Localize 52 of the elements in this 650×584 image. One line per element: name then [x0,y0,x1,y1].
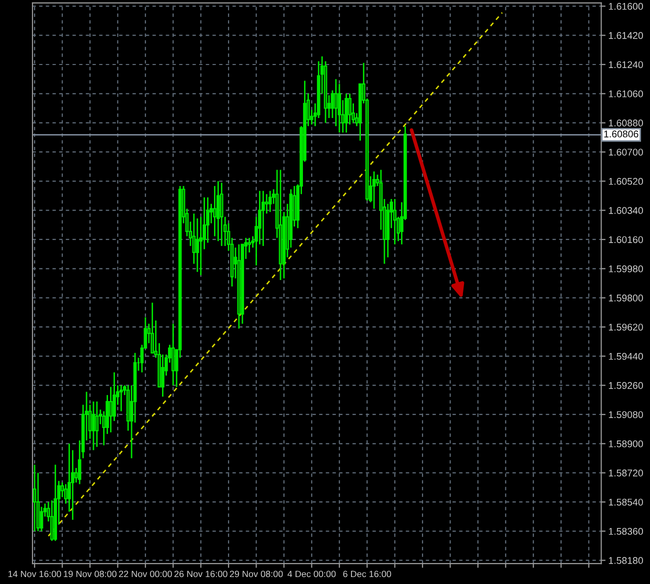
y-tick-label: 1.58540 [608,498,643,506]
y-tick-label: 1.58180 [608,557,643,564]
candlestick [216,180,220,242]
candlestick [264,193,268,214]
y-tick-label: 1.61240 [608,61,643,68]
y-tick-label: 1.59080 [608,411,643,418]
candlestick [213,185,216,237]
candlestick [268,190,272,213]
y-tick-label: 1.60160 [608,236,643,244]
y-tick-label: 1.61420 [608,32,643,39]
candlestick [338,83,342,134]
y-tick-label: 1.59440 [608,352,643,360]
candlestick [330,90,334,119]
y-tick-label: 1.58360 [608,528,643,535]
x-tick-label: 4 Dec 00:00 [288,570,336,578]
y-tick-label: 1.58900 [608,440,643,448]
y-tick-label: 1.59620 [608,324,643,331]
y-tick-label: 1.60700 [608,148,643,156]
candlestick [348,92,352,126]
candlestick [262,190,265,247]
candlestick [393,198,396,246]
y-tick-label: 1.61060 [608,90,643,98]
candlestick [64,483,68,504]
y-tick-label: 1.60880 [608,120,643,126]
x-tick-label: 29 Nov 08:00 [230,570,283,578]
candlestick [161,354,164,398]
x-tick-label: 26 Nov 16:00 [174,570,228,578]
candlestick [150,302,154,354]
candlestick [334,78,338,127]
candlestick [196,218,200,273]
candlestick [92,400,96,451]
candlestick [32,464,36,532]
x-tick-label: 14 Nov 16:00 [8,570,62,578]
candlestick [109,386,112,434]
candlestick [50,500,54,542]
candlestick [220,182,224,247]
x-tick-label: 6 Dec 16:00 [343,570,392,578]
candlestick [120,384,123,412]
x-tick-label: 19 Nov 08:00 [64,570,116,578]
y-tick-label: 1.61600 [608,2,643,10]
y-tick-label: 1.58720 [608,470,643,476]
y-tick-label: 1.60520 [608,178,643,185]
y-tick-label: 1.59980 [608,265,643,272]
ref-line-label: 1.60806 [604,130,638,138]
candlestick [372,170,376,210]
x-tick-label: 22 Nov 00:00 [119,570,172,578]
candlestick [248,237,251,254]
candlestick [95,400,99,448]
y-tick-label: 1.59800 [608,294,643,302]
y-tick-label: 1.59260 [608,382,643,389]
y-tick-label: 1.60340 [608,207,643,214]
candlestick [171,323,175,386]
